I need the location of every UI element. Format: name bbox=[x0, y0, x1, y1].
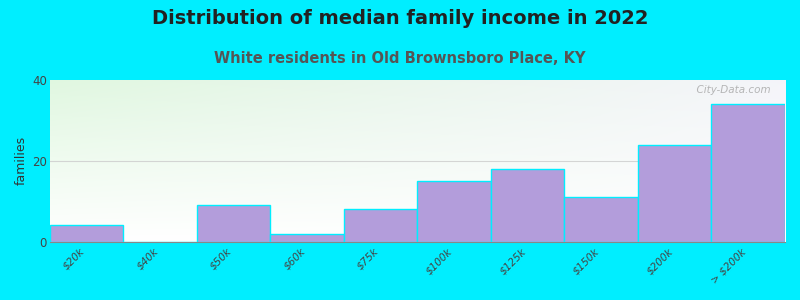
Bar bbox=[344, 209, 418, 242]
Bar bbox=[270, 233, 344, 242]
Bar bbox=[50, 225, 123, 242]
Bar bbox=[711, 104, 785, 242]
Bar bbox=[565, 197, 638, 242]
Bar bbox=[491, 169, 565, 242]
Bar bbox=[418, 181, 491, 242]
Text: Distribution of median family income in 2022: Distribution of median family income in … bbox=[152, 9, 648, 28]
Bar bbox=[197, 205, 270, 242]
Y-axis label: families: families bbox=[15, 136, 28, 185]
Text: City-Data.com: City-Data.com bbox=[690, 85, 770, 95]
Text: White residents in Old Brownsboro Place, KY: White residents in Old Brownsboro Place,… bbox=[214, 51, 586, 66]
Bar bbox=[638, 145, 711, 242]
